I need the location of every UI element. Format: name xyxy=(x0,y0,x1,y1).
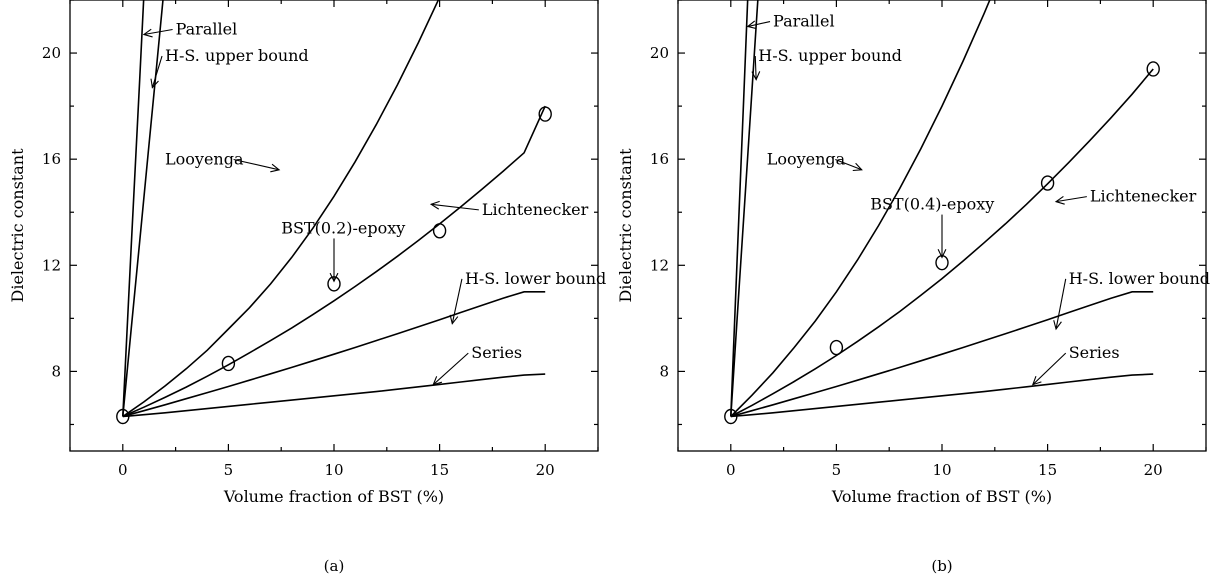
series-line-series xyxy=(730,373,1154,418)
x-tick-label: 5 xyxy=(832,461,842,479)
x-tick-label: 5 xyxy=(224,461,234,479)
x-tick-label: 10 xyxy=(932,461,951,479)
annotation-arrow xyxy=(1032,352,1067,386)
panel-label: (a) xyxy=(324,557,345,575)
annotation-arrowhead xyxy=(1031,376,1042,386)
y-tick-label: 8 xyxy=(51,362,61,380)
annotation-arrow xyxy=(432,352,469,386)
annotation-label: Looyenga xyxy=(165,149,244,168)
annotation-arrowhead xyxy=(329,272,339,283)
series-line-looyenga xyxy=(122,0,440,418)
x-tick-label: 15 xyxy=(430,461,449,479)
data-point xyxy=(221,355,236,372)
annotation-arrowhead xyxy=(746,20,757,30)
annotation-arrowhead xyxy=(1053,320,1062,331)
series-line-lichtenecker xyxy=(730,68,1154,418)
series-line-lichtenecker xyxy=(122,105,546,418)
x-axis-title: Volume fraction of BST (%) xyxy=(223,487,444,506)
y-tick-label: 12 xyxy=(650,256,669,274)
annotation-label: Lichtenecker xyxy=(1090,187,1197,206)
curves xyxy=(122,0,546,418)
annotation-arrowhead xyxy=(150,78,159,89)
annotation-arrowhead xyxy=(432,376,443,386)
annotation-label: H-S. lower bound xyxy=(1069,269,1210,288)
annotation-arrowhead xyxy=(937,248,947,259)
annotation-arrow xyxy=(1055,278,1067,330)
data-point xyxy=(432,223,447,239)
y-tick-label: 12 xyxy=(42,256,61,274)
annotation-arrowhead xyxy=(270,163,281,173)
annotation-label: BST(0.2)-epoxy xyxy=(281,218,405,237)
data-point xyxy=(724,408,738,425)
x-tick-label: 20 xyxy=(1144,461,1163,479)
chart-panel-b: 0 5 10 15 20 8 12 16 20 Volume fraction of BST (%… xyxy=(616,0,1210,575)
annotation-arrow xyxy=(143,28,173,36)
y-tick-label: 8 xyxy=(659,362,669,380)
data-point xyxy=(1040,175,1055,191)
annotation-arrowhead xyxy=(1054,196,1065,205)
series-line-parallel xyxy=(122,0,145,417)
annotation-arrowhead xyxy=(449,314,459,325)
annotation-arrow xyxy=(233,158,280,171)
annotation-label: Parallel xyxy=(773,12,835,31)
x-axis-title: Volume fraction of BST (%) xyxy=(831,487,1052,506)
series-line-h-s-lower-bound xyxy=(730,291,1154,418)
annotation-arrow xyxy=(151,55,163,88)
y-tick-label: 16 xyxy=(650,150,669,168)
x-tick-label: 20 xyxy=(536,461,555,479)
annotation-label: H-S. lower bound xyxy=(465,269,606,288)
series-line-looyenga xyxy=(730,0,991,418)
x-tick-label: 15 xyxy=(1038,461,1057,479)
data-point xyxy=(829,339,844,356)
annotation-label: H-S. upper bound xyxy=(758,46,902,65)
series-line-parallel xyxy=(730,0,749,417)
annotation-arrowhead xyxy=(142,28,153,38)
series-line-h-s-upper-bound xyxy=(122,0,164,417)
y-tick-label: 16 xyxy=(42,150,61,168)
annotation-label: Series xyxy=(1069,343,1120,362)
y-axis-title: Dielectric constant xyxy=(616,148,635,303)
data-point xyxy=(116,408,130,425)
chart-panel-a: 0 5 10 15 20 8 12 16 20 Volume fraction of BST (%… xyxy=(8,0,606,575)
series-line-h-s-lower-bound xyxy=(122,291,546,418)
y-tick-label: 20 xyxy=(650,44,669,62)
annotation-arrow xyxy=(1055,196,1087,203)
x-tick-label: 10 xyxy=(324,461,343,479)
annotation-arrow xyxy=(747,20,771,28)
annotation-label: H-S. upper bound xyxy=(165,46,309,65)
annotation-arrow xyxy=(835,158,862,171)
annotation-arrowhead xyxy=(852,162,863,172)
annotation-arrowhead xyxy=(429,200,440,210)
annotation-label: Parallel xyxy=(176,19,238,38)
annotation-arrow xyxy=(431,203,479,211)
annotation-arrow xyxy=(451,278,463,324)
y-tick-label: 20 xyxy=(42,44,61,62)
panel-label: (b) xyxy=(931,557,952,575)
annotation-arrowhead xyxy=(751,71,761,81)
data-point xyxy=(1146,61,1160,77)
x-tick-label: 0 xyxy=(118,461,128,479)
x-tick-label: 0 xyxy=(726,461,736,479)
annotation-arrow xyxy=(754,55,757,80)
y-axis-title: Dielectric constant xyxy=(8,148,27,303)
annotation-label: Series xyxy=(471,343,522,362)
curves xyxy=(730,0,1154,418)
annotation-label: BST(0.4)-epoxy xyxy=(870,195,994,214)
series-line-series xyxy=(122,373,546,418)
annotation-label: Looyenga xyxy=(767,149,846,168)
series-line-h-s-upper-bound xyxy=(730,0,759,417)
annotation-label: Lichtenecker xyxy=(482,200,589,219)
data-point xyxy=(538,106,552,122)
